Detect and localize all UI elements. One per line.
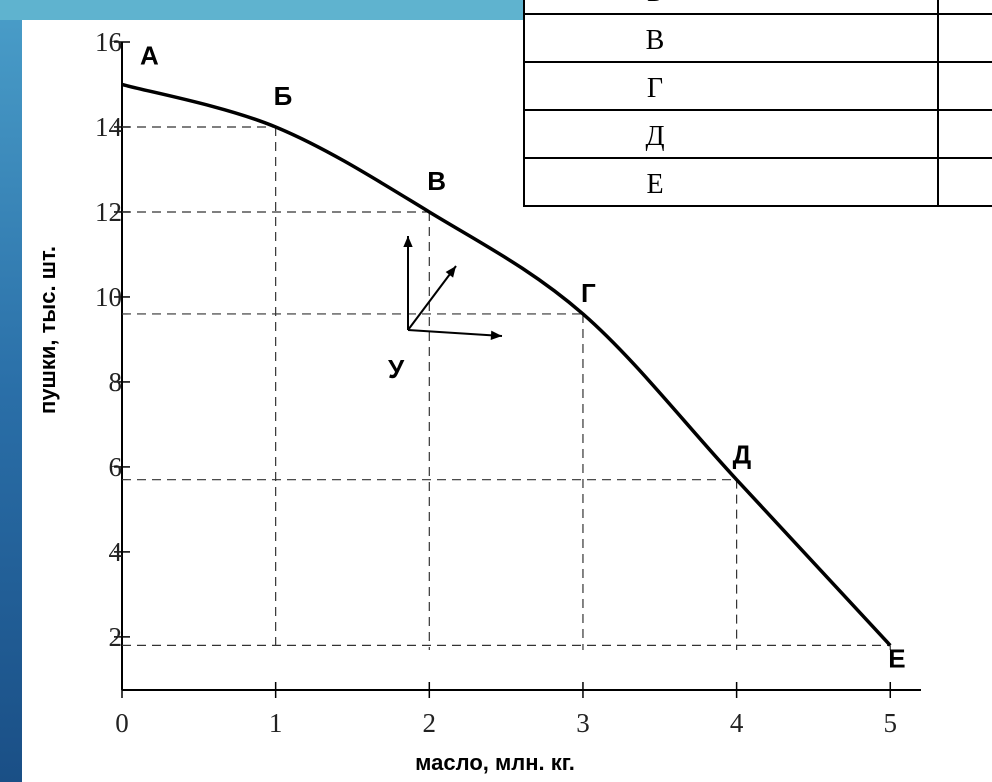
table-cell-text: В [646,25,665,56]
y-tick-label: 14 [95,112,123,142]
x-tick-label: 4 [730,708,744,738]
point-label: В [427,166,446,196]
point-label: Д [733,440,752,470]
x-axis-label: масло, млн. кг. [415,750,575,775]
x-tick-label: 3 [576,708,590,738]
table-cell-text: Б [647,0,663,8]
x-tick-label: 0 [115,708,129,738]
table-row [523,157,939,207]
point-label: Б [274,81,293,111]
y-tick-label: 10 [95,282,122,312]
table-row [523,0,939,15]
arrow [407,329,503,337]
curve [121,82,892,647]
arrow-head [490,330,502,340]
table-cell-text: Г [647,73,663,104]
arrow [407,265,457,331]
table-row [523,61,939,111]
background-strip [0,0,22,782]
table-cell [937,0,992,15]
y-tick-label: 2 [109,622,123,652]
point-label: Г [581,278,596,308]
table-cell [937,157,992,207]
background-strip [0,0,523,20]
y-tick-label: 8 [109,367,123,397]
point-label: Е [888,643,905,673]
point-label: А [140,40,159,70]
annotation: У [388,354,405,384]
x-tick-label: 5 [884,708,898,738]
y-tick-label: 16 [95,27,122,57]
x-tick-label: 1 [269,708,283,738]
y-axis-label: пушки, тыс. шт. [35,246,60,414]
table-cell [937,109,992,159]
arrow-head [403,236,413,248]
x-tick-label: 2 [423,708,437,738]
y-tick-label: 6 [109,452,123,482]
table-row [523,109,939,159]
table-cell-text: Д [645,121,664,152]
arrow-head [445,266,456,278]
y-tick-label: 12 [95,197,122,227]
table-row [523,13,939,63]
table-cell [937,61,992,111]
table-cell-text: Е [646,169,663,200]
y-tick-label: 4 [109,537,123,567]
table-cell [937,13,992,63]
